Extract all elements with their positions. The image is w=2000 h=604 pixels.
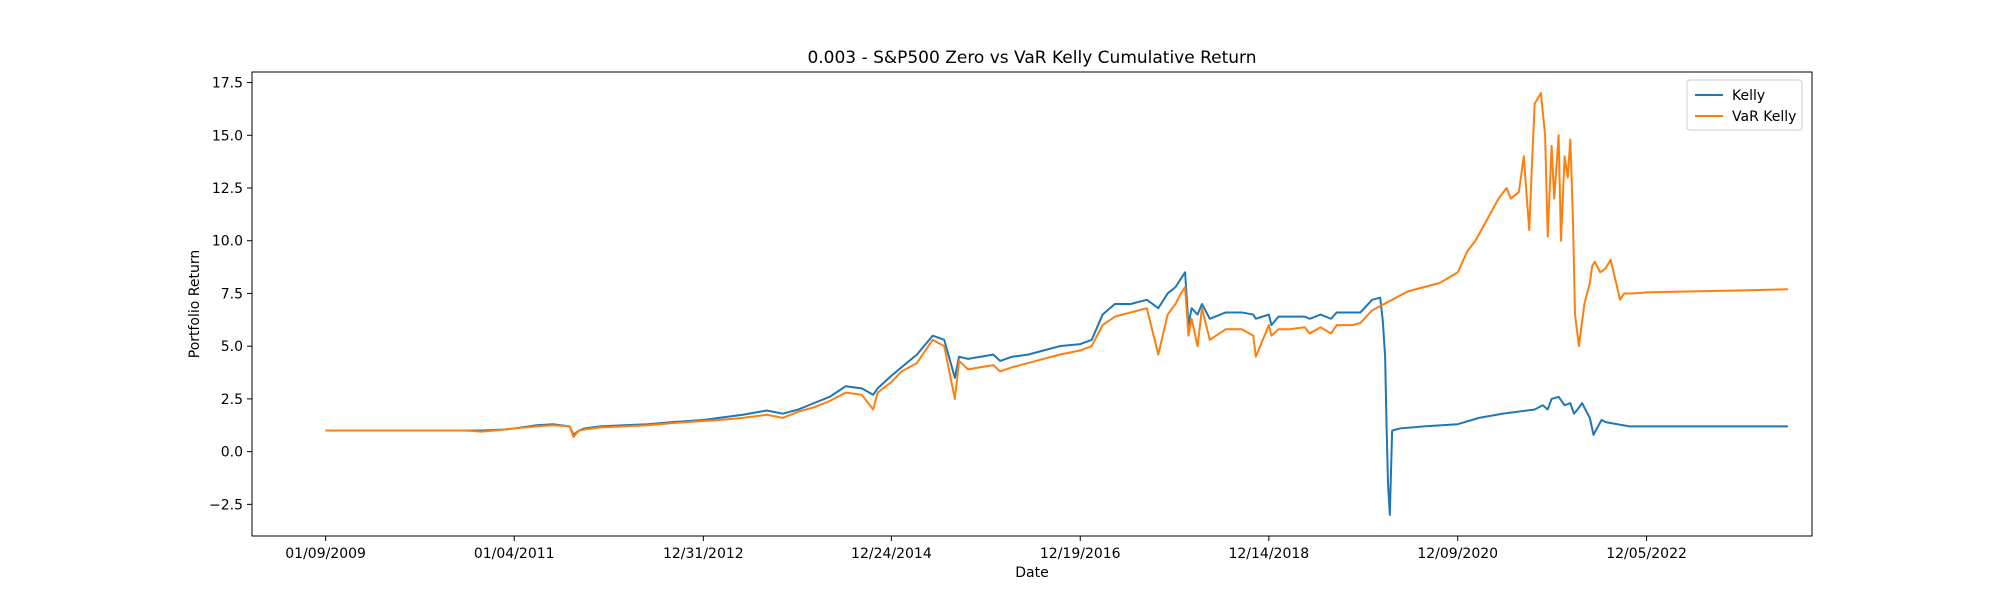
- legend-box: [1686, 79, 1803, 131]
- chart-title: 0.003 - S&P500 Zero vs VaR Kelly Cumulat…: [807, 48, 1256, 68]
- y-tick-label: 12.5: [212, 181, 243, 197]
- y-tick-label: 7.5: [221, 286, 243, 302]
- y-tick-label: 15.0: [212, 128, 243, 144]
- plot-frame: [251, 71, 1813, 537]
- y-tick-label: 0.0: [221, 445, 243, 461]
- legend-label-2: VaR Kelly: [1732, 109, 1796, 125]
- y-tick-label: 10.0: [212, 234, 243, 250]
- x-tick-label: 12/24/2014: [851, 546, 932, 562]
- legend-label-1: Kelly: [1732, 88, 1765, 104]
- x-tick-label: 01/09/2009: [285, 546, 366, 562]
- y-tick-label: 17.5: [212, 76, 243, 92]
- y-axis-title: Portfolio Return: [187, 250, 203, 359]
- x-tick-label: 12/14/2018: [1228, 546, 1309, 562]
- legend: Kelly VaR Kelly: [1686, 79, 1803, 131]
- plot-area: 01/09/2009 01/04/2011 12/31/2012 12/24/2014…: [209, 71, 1813, 562]
- y-tick-label: −2.5: [209, 497, 243, 513]
- series-line-2: [325, 92, 1789, 438]
- x-tick-label: 12/09/2020: [1417, 546, 1498, 562]
- y-tick-label: 5.0: [221, 339, 243, 355]
- y-tick-label: 2.5: [221, 392, 243, 408]
- series-line-1: [325, 271, 1789, 516]
- x-tick-label: 12/31/2012: [663, 546, 744, 562]
- x-tick-label: 12/19/2016: [1040, 546, 1121, 562]
- x-axis-title: Date: [1015, 565, 1048, 581]
- x-tick-label: 12/05/2022: [1606, 546, 1687, 562]
- x-tick-label: 01/04/2011: [474, 546, 555, 562]
